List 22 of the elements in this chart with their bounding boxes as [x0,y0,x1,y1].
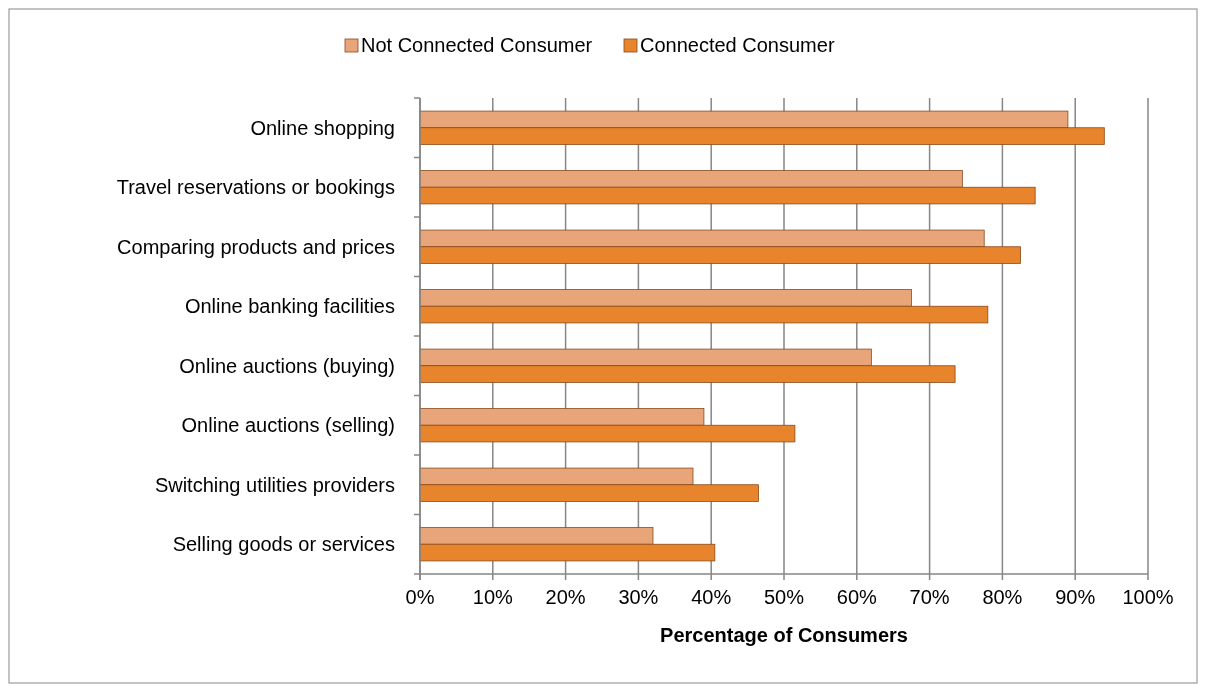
x-tick-label: 80% [982,586,1023,608]
x-tick-label: 50% [763,586,805,608]
y-tick-label: Selling goods or services [172,533,395,556]
x-axis-title: Percentage of Consumers [660,624,908,646]
x-tick-label: 40% [691,586,732,608]
y-tick-label: Online auctions (selling) [181,414,395,437]
x-tick-label: 100% [1122,586,1174,608]
y-tick-label: Comparing products and prices [117,235,395,258]
x-tick-label: 70% [909,586,950,608]
legend-label: Connected Consumer [640,34,835,56]
y-tick-label: Online shopping [250,116,395,139]
y-tick-label: Online banking facilities [184,295,395,318]
y-tick-label: Online auctions (buying) [179,354,395,377]
legend-label: Not Connected Consumer [361,34,593,56]
x-tick-label: 90% [1055,586,1096,608]
y-tick-label: Switching utilities providers [154,473,395,496]
x-tick-label: 60% [836,586,878,608]
y-tick-label: Travel reservations or bookings [116,176,395,199]
x-tick-label: 30% [618,586,659,608]
x-tick-label: 10% [472,586,514,608]
x-tick-label: 20% [545,586,586,608]
x-tick-label: 0% [405,586,435,608]
